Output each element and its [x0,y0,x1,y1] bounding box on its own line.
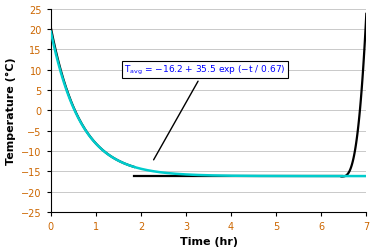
Text: $\mathregular{T_{avg}}$ = $-$16.2 + 35.5 exp ($-$t / 0.67): $\mathregular{T_{avg}}$ = $-$16.2 + 35.5… [124,64,285,160]
X-axis label: Time (hr): Time (hr) [180,237,238,246]
Y-axis label: Temperature (°C): Temperature (°C) [6,57,16,164]
